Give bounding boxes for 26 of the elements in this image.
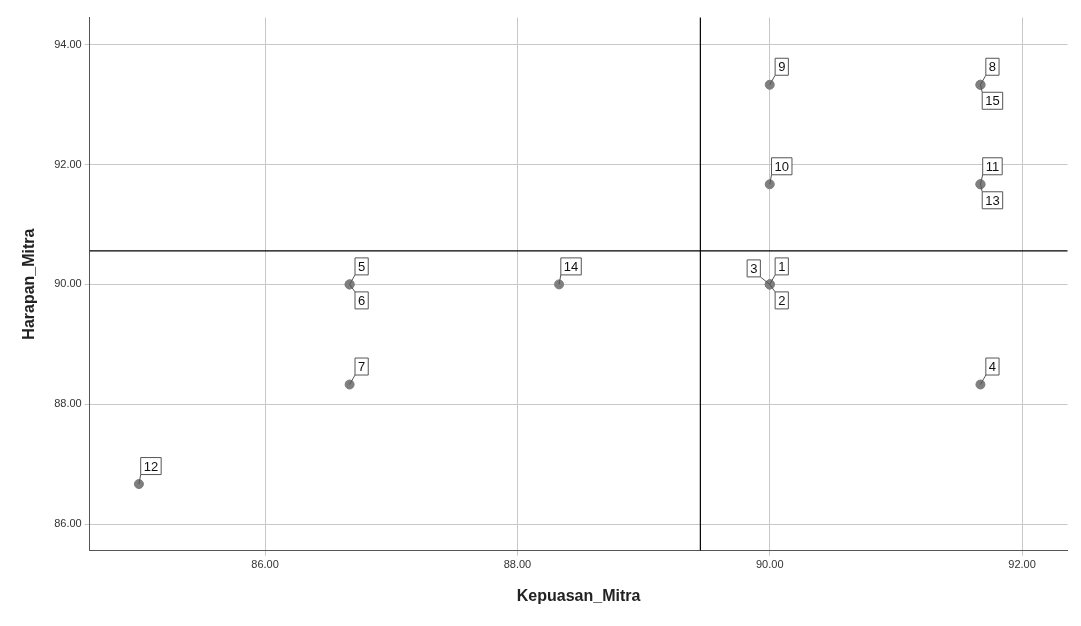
text: 10 [774, 158, 789, 174]
text: 12 [143, 458, 159, 474]
y-tick-label: 88.00 [54, 397, 82, 410]
text: 15 [985, 93, 1000, 109]
text: 6 [358, 292, 366, 308]
text: 9 [778, 59, 786, 75]
x-tick-label: 88.00 [503, 558, 532, 571]
text: 11 [985, 158, 1000, 174]
text: 7 [358, 359, 366, 375]
y-axis-title: Harapan_Mitra [20, 228, 38, 340]
text: 3 [750, 260, 758, 276]
x-tick-label: 90.00 [755, 558, 784, 571]
text: 13 [985, 192, 1000, 208]
y-tick-label: 90.00 [54, 277, 82, 290]
text: 4 [988, 359, 997, 375]
text: 8 [988, 59, 997, 75]
x-axis-title: Kepuasan_Mitra [516, 586, 641, 604]
text: 5 [358, 258, 366, 274]
y-tick-label: 94.00 [54, 37, 82, 50]
x-tick-label: 92.00 [1008, 558, 1036, 571]
y-tick-label: 86.00 [54, 517, 82, 530]
text: 1 [778, 258, 786, 274]
text: 14 [563, 258, 579, 274]
x-tick-label: 86.00 [251, 558, 279, 571]
text: 2 [778, 292, 786, 308]
y-tick-label: 92.00 [54, 157, 82, 170]
